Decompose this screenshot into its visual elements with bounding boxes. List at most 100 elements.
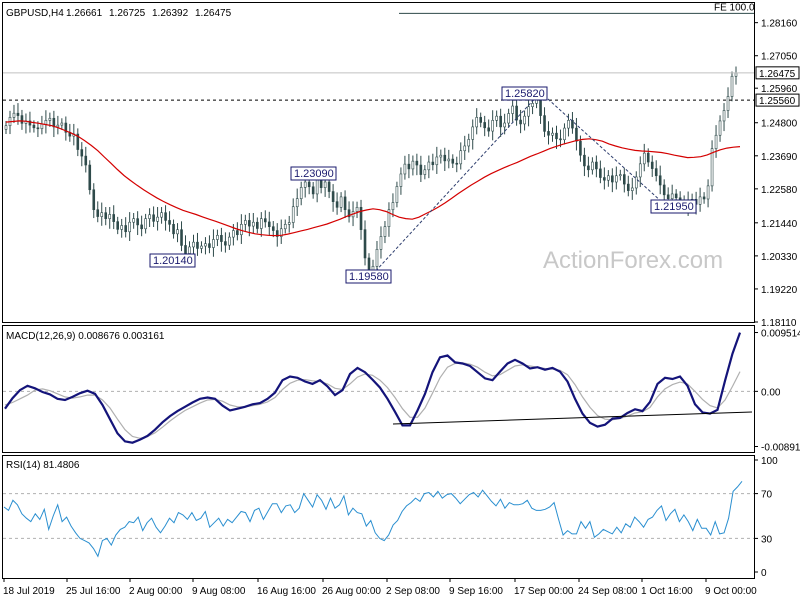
candle-body: [240, 224, 243, 236]
price-y-tick-label: 1.18110: [761, 318, 797, 329]
swing-annotation-box: [345, 269, 392, 284]
candle-body: [698, 196, 702, 205]
price-y-tick-label: 1.23690: [761, 152, 798, 163]
candle-body: [591, 161, 594, 171]
candle-body: [132, 218, 135, 223]
candle-body: [475, 117, 479, 128]
candle-body: [116, 221, 119, 230]
candle-body: [527, 106, 530, 117]
candle-body: [363, 229, 367, 259]
candle-body: [136, 218, 139, 226]
candle-body: [92, 189, 96, 211]
swing-annotation-box: [650, 199, 697, 214]
candle-body: [563, 127, 566, 141]
candle-body: [224, 241, 227, 246]
watermark: ActionForex.com: [543, 247, 723, 274]
price-y-tick-label: 1.27050: [761, 52, 798, 63]
rsi-y-tick-label: 0: [761, 568, 767, 579]
candle-body: [20, 115, 24, 124]
candle-body: [220, 235, 223, 242]
candle-body: [140, 224, 143, 230]
candle-body: [451, 158, 455, 164]
candle-body: [216, 235, 219, 240]
candle-body: [630, 187, 634, 191]
candle-body: [303, 181, 307, 188]
candle-body: [176, 229, 179, 235]
x-tick-label: 2 Sep 08:00: [386, 586, 440, 597]
candle-body: [236, 230, 239, 236]
candle-body: [48, 117, 52, 121]
candle-body: [148, 214, 151, 219]
candle-body: [411, 160, 415, 170]
candle-body: [571, 120, 574, 129]
candle-body: [710, 148, 714, 187]
candle-body: [722, 110, 726, 122]
price-ohlc-close: 1.26475: [195, 8, 232, 19]
candle-body: [459, 150, 463, 165]
macd-line: [4, 332, 742, 444]
candle-body: [555, 132, 558, 140]
candle-body: [726, 96, 730, 111]
candle-body: [583, 154, 586, 167]
candle-body: [156, 216, 159, 222]
candle-body: [260, 218, 263, 229]
candle-body: [228, 236, 231, 246]
candle-body: [347, 209, 351, 218]
candle-body: [279, 228, 283, 237]
price-panel-title: GBPUSD,H4: [6, 8, 64, 19]
candle-body: [419, 164, 423, 175]
fib-projection-label: FE 100.0: [714, 2, 755, 13]
candle-body: [531, 103, 534, 107]
swing-annotation-label: 1.25820: [505, 88, 545, 100]
candle-body: [646, 152, 650, 163]
price-y-tick-label: 1.22580: [761, 185, 798, 196]
candle-body: [80, 149, 84, 157]
candle-body: [551, 132, 554, 136]
candle-body: [634, 176, 638, 189]
candle-body: [263, 218, 267, 223]
candle-body: [658, 175, 662, 186]
x-tick-label: 18 Jul 2019: [3, 586, 55, 597]
candle-body: [88, 164, 92, 191]
candle-body: [623, 174, 626, 185]
candle-body: [379, 236, 383, 250]
candle-body: [575, 127, 578, 142]
candle-body: [431, 161, 435, 166]
candle-body: [188, 246, 191, 254]
candle-body: [650, 161, 654, 169]
candle-body: [447, 158, 451, 162]
candle-body: [702, 196, 706, 200]
candle-body: [283, 224, 287, 230]
candle-body: [579, 140, 582, 156]
candle-body: [319, 179, 323, 188]
rsi-panel-title: RSI(14) 81.4806: [6, 460, 80, 471]
candle-body: [60, 122, 64, 126]
candle-body: [734, 72, 738, 77]
candle-body: [40, 123, 44, 129]
candle-body: [112, 214, 116, 222]
x-tick-label: 9 Sep 16:00: [449, 586, 503, 597]
candle-body: [331, 191, 335, 202]
candle-body: [615, 175, 618, 183]
candle-body: [44, 120, 48, 125]
candle-body: [84, 155, 88, 166]
candle-body: [619, 174, 622, 177]
candle-body: [152, 214, 155, 222]
candle-body: [383, 226, 387, 237]
candle-body: [359, 207, 363, 230]
candle-body: [232, 230, 235, 238]
candle-body: [64, 122, 68, 133]
rsi-panel-frame: [2, 455, 755, 579]
candle-body: [32, 124, 36, 129]
candle-body: [168, 220, 171, 225]
candle-body: [12, 112, 16, 118]
candle-body: [204, 243, 207, 247]
candle-body: [714, 134, 718, 149]
candle-body: [200, 245, 203, 249]
candle-body: [407, 163, 411, 170]
moving-average-line: [5, 120, 741, 237]
candle-body: [295, 198, 299, 208]
macd-trend-line: [392, 411, 753, 425]
candle-body: [36, 127, 40, 130]
candle-body: [100, 212, 104, 217]
